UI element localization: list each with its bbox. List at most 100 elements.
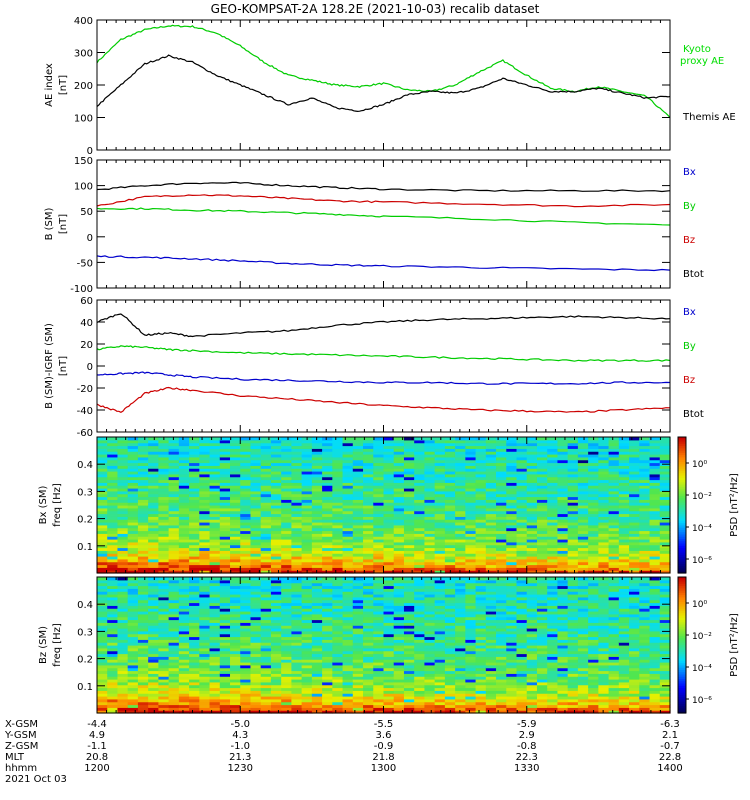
spectrogram-cell — [281, 533, 293, 537]
spectrogram-cell — [189, 519, 200, 523]
spectrogram-cell — [414, 465, 426, 469]
spectrogram-cell — [496, 550, 507, 554]
spectrogram-cell — [107, 564, 119, 568]
spectrogram-cell — [199, 510, 211, 515]
spectrogram-cell — [158, 673, 170, 677]
spectrogram-cell — [608, 541, 620, 546]
spectrogram-cell — [148, 527, 159, 532]
spectrogram-cell — [383, 611, 395, 615]
spectrogram-cell — [178, 499, 190, 503]
spectrogram-cell — [557, 465, 569, 469]
spectrogram-cell — [168, 639, 180, 643]
spectrogram-cell — [178, 536, 190, 540]
colorbar-band — [678, 477, 686, 481]
spectrogram-cell — [455, 476, 466, 481]
spectrogram-cell — [97, 704, 108, 708]
spectrogram-cell — [199, 522, 211, 526]
spectrogram-cell — [403, 513, 415, 517]
spectrogram-cell — [97, 439, 108, 444]
spectrogram-cell — [168, 516, 180, 520]
spectrogram-cell — [199, 647, 211, 652]
spectrogram-cell — [659, 547, 671, 551]
spectrogram-cell — [137, 451, 149, 455]
spectrogram-cell — [373, 536, 385, 540]
spectrogram-cell — [168, 476, 180, 481]
spectrogram-cell — [485, 488, 497, 492]
spectrogram-cell — [577, 502, 589, 506]
spectrogram-cell — [403, 679, 415, 683]
spectrogram-cell — [352, 647, 364, 652]
spectrogram-cell — [557, 448, 569, 452]
spectrogram-cell — [240, 539, 252, 543]
spectrogram-cell — [97, 605, 108, 609]
spectrogram-cell — [148, 558, 159, 563]
spectrogram-cell — [189, 462, 200, 466]
spectrogram-cell — [178, 550, 190, 554]
spectrogram-cell — [301, 616, 313, 621]
spectrogram-cell — [618, 502, 630, 506]
spectrogram-cell — [107, 437, 119, 441]
spectrogram-cell — [209, 502, 221, 506]
spectrogram-cell — [455, 468, 466, 472]
spectrogram-cell — [107, 513, 119, 517]
spectrogram-cell — [301, 647, 313, 652]
spectrogram-cell — [455, 451, 466, 455]
spectrogram-cell — [168, 533, 180, 537]
spectrogram-cell — [127, 608, 139, 612]
spectrogram-cell — [178, 530, 190, 534]
spectrogram-cell — [281, 527, 293, 532]
spectrogram-cell — [230, 605, 241, 609]
spectrogram-cell — [506, 522, 518, 526]
colorbar-band — [678, 459, 686, 463]
spectrogram-cell — [301, 533, 313, 537]
spectrogram-cell — [649, 448, 661, 452]
spectrogram-cell — [465, 541, 477, 546]
spectrogram-cell — [97, 445, 108, 449]
spectrogram-cell — [414, 550, 426, 554]
colorbar-band — [678, 505, 686, 508]
spectrogram-cell — [332, 690, 344, 694]
spectrogram-cell — [270, 490, 282, 495]
spectrogram-cell — [403, 588, 415, 592]
spectrogram-cell — [178, 611, 190, 615]
spectrogram-cell — [322, 462, 333, 466]
spectrogram-cell — [168, 647, 180, 652]
spectrogram-cell — [536, 437, 548, 441]
spectrogram-cell — [403, 628, 415, 632]
spectrogram-cell — [270, 582, 282, 587]
spectrogram-cell — [178, 516, 190, 520]
spectrogram-cell — [332, 676, 344, 680]
spectrogram-cell — [342, 550, 354, 554]
spectrogram-cell — [475, 462, 487, 466]
spectrogram-cell — [342, 613, 354, 618]
spectrogram-cell — [291, 522, 303, 526]
spectrogram-cell — [373, 570, 385, 574]
spectrogram-cell — [322, 622, 333, 626]
spectrogram-cell — [301, 485, 313, 489]
spectrogram-cell — [127, 524, 139, 529]
spectrogram-cell — [230, 567, 241, 571]
spectrogram-cell — [588, 445, 599, 449]
spectrogram-cell — [516, 454, 528, 458]
spectrogram-cell — [199, 662, 211, 666]
spectrogram-cell — [434, 693, 446, 697]
spectrogram-cell — [250, 502, 262, 506]
spectrogram-cell — [199, 605, 211, 609]
spectrogram-cell — [311, 628, 323, 632]
spectrogram-cell — [178, 513, 190, 517]
spectrogram-cell — [649, 533, 661, 537]
spectrogram-cell — [178, 639, 190, 643]
spectrogram-cell — [117, 490, 129, 495]
spectrogram-cell — [649, 439, 661, 444]
spectrogram-cell — [363, 445, 374, 449]
spectrogram-cell — [137, 507, 149, 512]
spectrogram-cell — [659, 533, 671, 537]
spectrogram-cell — [178, 561, 190, 566]
spectrogram-cell — [536, 496, 548, 500]
spectrogram-cell — [219, 645, 231, 649]
spectrogram-cell — [301, 530, 313, 534]
spectrogram-cell — [424, 482, 436, 486]
spectrogram-cell — [485, 522, 497, 526]
spectrogram-cell — [383, 599, 395, 604]
spectrogram-cell — [301, 439, 313, 444]
